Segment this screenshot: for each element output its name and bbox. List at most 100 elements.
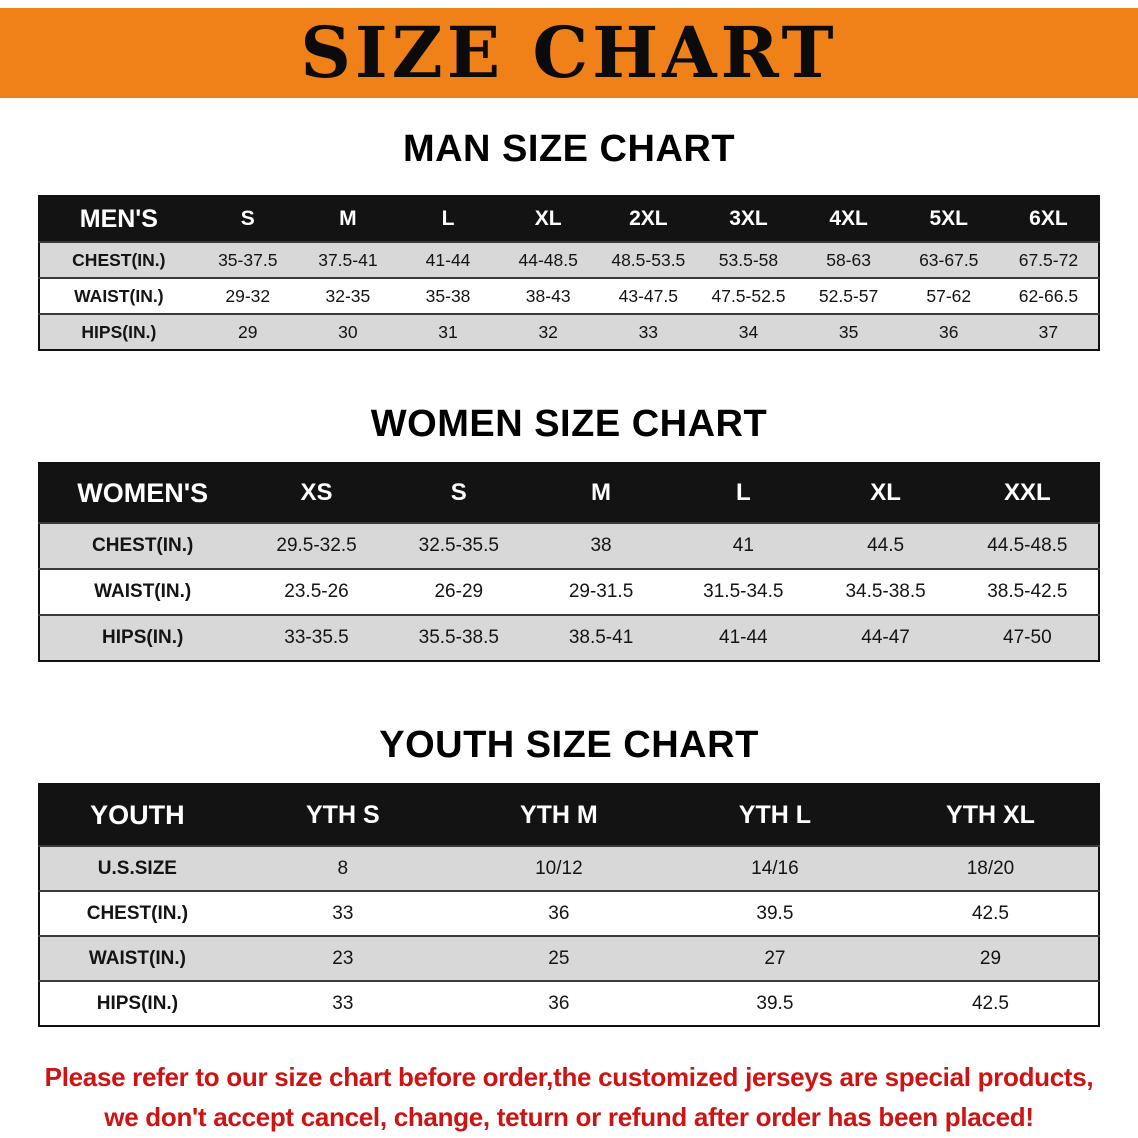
- size-column-header: XL: [498, 196, 599, 242]
- value-cell: 42.5: [882, 890, 1099, 936]
- mens-size-table: MEN'S S M L XL 2XL 3XL 4XL 5XL 6XL CHEST(IN.) 35-37…: [38, 195, 1100, 351]
- value-cell: 44.5: [814, 522, 957, 569]
- value-cell: 35.5-38.5: [387, 614, 530, 661]
- table-row: WAIST(IN.) 23.5-26 26-29 29-31.5 31.5-34.5 34…: [39, 568, 1099, 615]
- size-column-header: M: [297, 196, 398, 242]
- value-cell: 44.5-48.5: [956, 522, 1099, 569]
- table-row: CHEST(IN.) 29.5-32.5 32.5-35.5 38 41 44.5 44.5…: [39, 522, 1099, 569]
- value-cell: 36: [450, 890, 667, 936]
- value-cell: 33-35.5: [245, 614, 388, 661]
- value-cell: 31: [397, 313, 499, 350]
- table-row: WAIST(IN.) 29-32 32-35 35-38 38-43 43-47.5 47.…: [39, 277, 1099, 314]
- size-column-header: 5XL: [898, 196, 999, 242]
- size-column-header: 3XL: [698, 196, 799, 242]
- size-column-header: XXL: [956, 463, 1099, 523]
- value-cell: 29: [197, 313, 298, 350]
- women-size-section: WOMEN SIZE CHART WOMEN'S XS S M L XL XXL CHEST(…: [0, 403, 1138, 662]
- value-cell: 36: [898, 313, 999, 350]
- disclaimer-line-2: we don't accept cancel, change, teturn o…: [104, 1102, 1034, 1133]
- table-title-cell: MEN'S: [39, 196, 198, 242]
- value-cell: 32.5-35.5: [387, 522, 530, 569]
- table-row: HIPS(IN.) 33-35.5 35.5-38.5 38.5-41 41-44 44-…: [39, 614, 1099, 661]
- value-cell: 37.5-41: [297, 241, 398, 278]
- value-cell: 44-47: [814, 614, 957, 661]
- size-column-header: M: [529, 463, 673, 523]
- size-column-header: L: [672, 463, 815, 523]
- value-cell: 25: [450, 935, 667, 981]
- value-cell: 35-38: [397, 277, 499, 314]
- womens-size-table: WOMEN'S XS S M L XL XXL CHEST(IN.) 29.5-32.5 32.5…: [38, 462, 1100, 662]
- table-row: CHEST(IN.) 33 36 39.5 42.5: [39, 890, 1099, 936]
- value-cell: 30: [297, 313, 398, 350]
- value-cell: 41-44: [672, 614, 815, 661]
- banner: SIZE CHART: [0, 8, 1138, 98]
- size-column-header: YTH XL: [882, 784, 1099, 846]
- value-cell: 62-66.5: [998, 277, 1099, 314]
- value-cell: 29-32: [197, 277, 298, 314]
- size-column-header: 6XL: [998, 196, 1099, 242]
- table-row: WAIST(IN.) 23 25 27 29: [39, 935, 1099, 981]
- value-cell: 38: [529, 522, 673, 569]
- row-label-cell: WAIST(IN.): [39, 277, 198, 314]
- row-label-cell: WAIST(IN.): [39, 935, 235, 981]
- value-cell: 26-29: [387, 568, 530, 615]
- value-cell: 23: [234, 935, 451, 981]
- value-cell: 35: [798, 313, 899, 350]
- youth-size-section: YOUTH SIZE CHART YOUTH YTH S YTH M YTH L YTH…: [0, 724, 1138, 1027]
- table-header-row: WOMEN'S XS S M L XL XXL: [39, 463, 1099, 523]
- value-cell: 8: [234, 845, 451, 891]
- value-cell: 39.5: [666, 980, 883, 1026]
- value-cell: 29: [882, 935, 1099, 981]
- row-label-cell: CHEST(IN.): [39, 241, 198, 278]
- size-column-header: L: [397, 196, 499, 242]
- row-label-cell: WAIST(IN.): [39, 568, 246, 615]
- value-cell: 34.5-38.5: [814, 568, 957, 615]
- size-column-header: XS: [245, 463, 388, 523]
- table-header-row: MEN'S S M L XL 2XL 3XL 4XL 5XL 6XL: [39, 196, 1099, 242]
- value-cell: 29-31.5: [529, 568, 673, 615]
- value-cell: 58-63: [798, 241, 899, 278]
- value-cell: 53.5-58: [698, 241, 799, 278]
- value-cell: 38.5-42.5: [956, 568, 1099, 615]
- value-cell: 47-50: [956, 614, 1099, 661]
- value-cell: 10/12: [450, 845, 667, 891]
- size-column-header: XL: [814, 463, 957, 523]
- row-label-cell: CHEST(IN.): [39, 522, 246, 569]
- value-cell: 27: [666, 935, 883, 981]
- size-column-header: YTH M: [450, 784, 667, 846]
- size-column-header: S: [387, 463, 530, 523]
- table-title-cell: YOUTH: [39, 784, 235, 846]
- value-cell: 33: [598, 313, 699, 350]
- row-label-cell: HIPS(IN.): [39, 614, 246, 661]
- value-cell: 43-47.5: [598, 277, 699, 314]
- size-column-header: YTH L: [666, 784, 883, 846]
- page-title: SIZE CHART: [300, 11, 838, 94]
- value-cell: 23.5-26: [245, 568, 388, 615]
- disclaimer-note: Please refer to our size chart before or…: [0, 1057, 1138, 1138]
- disclaimer-line-1: Please refer to our size chart before or…: [44, 1062, 1094, 1092]
- table-row: HIPS(IN.) 33 36 39.5 42.5: [39, 980, 1099, 1026]
- value-cell: 32-35: [297, 277, 398, 314]
- value-cell: 47.5-52.5: [698, 277, 799, 314]
- value-cell: 33: [234, 980, 451, 1026]
- size-column-header: 4XL: [798, 196, 899, 242]
- value-cell: 67.5-72: [998, 241, 1099, 278]
- man-size-section: MAN SIZE CHART MEN'S S M L XL 2XL 3XL 4XL 5XL 6XL…: [0, 128, 1138, 351]
- size-column-header: YTH S: [234, 784, 451, 846]
- table-row: U.S.SIZE 8 10/12 14/16 18/20: [39, 845, 1099, 891]
- value-cell: 31.5-34.5: [672, 568, 815, 615]
- value-cell: 63-67.5: [898, 241, 999, 278]
- value-cell: 38-43: [498, 277, 599, 314]
- size-column-header: S: [197, 196, 298, 242]
- value-cell: 42.5: [882, 980, 1099, 1026]
- value-cell: 41: [672, 522, 815, 569]
- row-label-cell: U.S.SIZE: [39, 845, 235, 891]
- women-size-heading: WOMEN SIZE CHART: [370, 403, 768, 445]
- row-label-cell: CHEST(IN.): [39, 890, 235, 936]
- value-cell: 38.5-41: [529, 614, 673, 661]
- value-cell: 44-48.5: [498, 241, 599, 278]
- value-cell: 41-44: [397, 241, 499, 278]
- value-cell: 18/20: [882, 845, 1099, 891]
- value-cell: 39.5: [666, 890, 883, 936]
